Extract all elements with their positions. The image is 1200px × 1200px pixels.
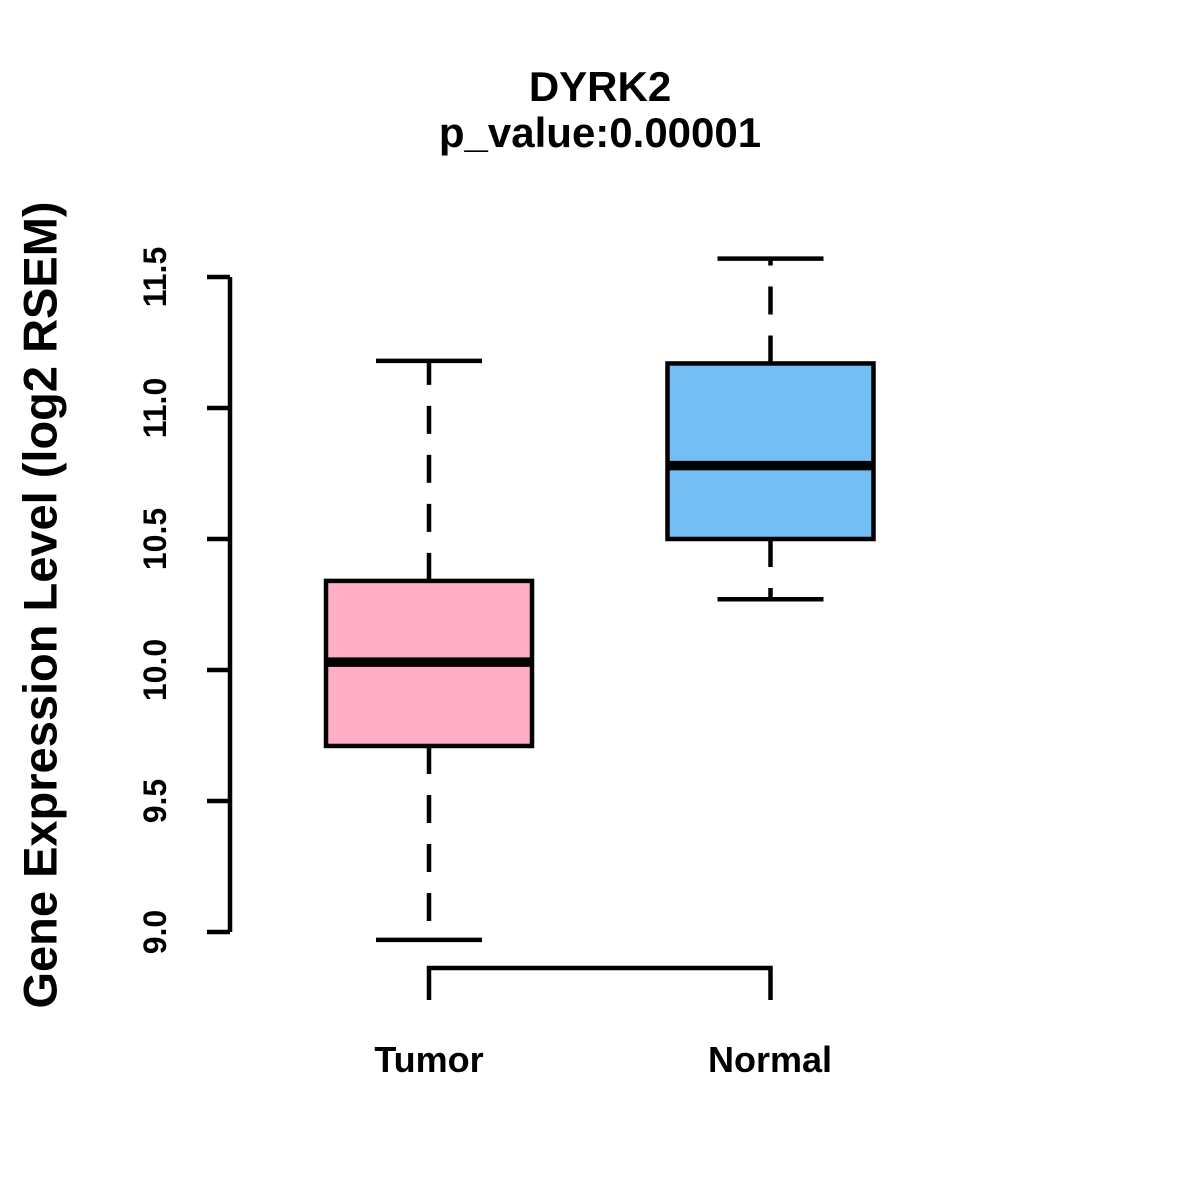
y-tick-label: 10.0 [137, 639, 173, 701]
chart-subtitle: p_value:0.00001 [438, 109, 762, 156]
x-axis-bracket [426, 965, 773, 1000]
y-tick-label: 11.0 [137, 378, 173, 439]
y-tick-label: 11.5 [137, 247, 173, 308]
normal-box [665, 361, 876, 542]
x-label-normal: Normal [707, 1039, 833, 1080]
x-label-tumor: Tumor [374, 1039, 484, 1080]
y-tick-label: 9.5 [137, 779, 173, 823]
y-tick-label: 10.5 [137, 508, 173, 570]
chart-title: DYRK2 [528, 63, 672, 110]
y-tick-label: 9.0 [137, 910, 173, 954]
